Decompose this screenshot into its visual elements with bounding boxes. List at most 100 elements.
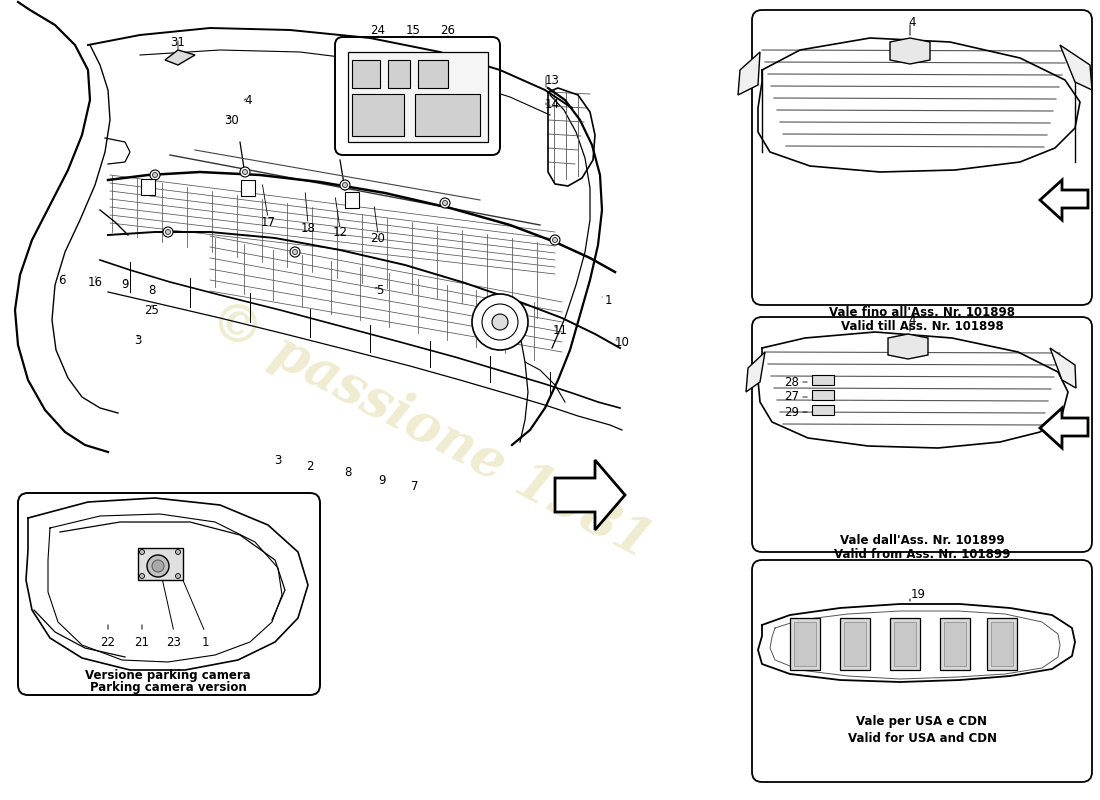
Circle shape	[176, 574, 180, 578]
Bar	[138, 548, 183, 580]
Bar	[812, 390, 834, 400]
Text: 27: 27	[784, 390, 800, 403]
Bar	[840, 618, 870, 670]
FancyBboxPatch shape	[752, 317, 1092, 552]
Circle shape	[150, 170, 160, 180]
Bar	[812, 375, 834, 385]
Circle shape	[440, 198, 450, 208]
Text: Valid from Ass. Nr. 101899: Valid from Ass. Nr. 101899	[834, 547, 1010, 561]
Text: 5: 5	[376, 283, 384, 297]
Text: 26: 26	[440, 23, 455, 37]
Text: 21: 21	[134, 635, 150, 649]
Bar	[991, 622, 1013, 666]
FancyBboxPatch shape	[336, 37, 500, 155]
FancyBboxPatch shape	[18, 493, 320, 695]
Circle shape	[140, 574, 144, 578]
Text: 14: 14	[544, 98, 560, 111]
Bar	[345, 192, 359, 208]
Text: 25: 25	[144, 303, 159, 317]
Text: © passione 1981: © passione 1981	[200, 291, 660, 569]
Circle shape	[472, 294, 528, 350]
FancyBboxPatch shape	[752, 10, 1092, 305]
Bar	[987, 618, 1018, 670]
Polygon shape	[746, 352, 764, 392]
Text: 8: 8	[148, 283, 156, 297]
Text: 9: 9	[121, 278, 129, 290]
Circle shape	[340, 180, 350, 190]
Bar	[415, 94, 480, 136]
Text: 3: 3	[134, 334, 142, 346]
Text: 13: 13	[544, 74, 560, 86]
Circle shape	[176, 550, 180, 554]
Text: 10: 10	[615, 335, 629, 349]
Text: 15: 15	[406, 23, 420, 37]
Text: 30: 30	[224, 114, 240, 126]
Circle shape	[442, 201, 448, 206]
Polygon shape	[1050, 348, 1076, 388]
Circle shape	[492, 314, 508, 330]
Text: 22: 22	[100, 635, 116, 649]
Text: 18: 18	[300, 222, 316, 234]
Circle shape	[147, 555, 169, 577]
Bar	[844, 622, 866, 666]
Circle shape	[342, 182, 348, 187]
Polygon shape	[890, 38, 930, 64]
Circle shape	[140, 550, 144, 554]
Bar	[141, 179, 155, 195]
Text: 23: 23	[166, 635, 182, 649]
Text: 3: 3	[274, 454, 282, 466]
Bar	[812, 405, 834, 415]
Polygon shape	[1040, 180, 1088, 220]
Bar	[241, 180, 255, 196]
Text: 11: 11	[552, 323, 568, 337]
Bar	[388, 60, 410, 88]
Circle shape	[240, 167, 250, 177]
Text: 31: 31	[170, 35, 186, 49]
Bar	[418, 60, 448, 88]
Text: 1: 1	[201, 635, 209, 649]
Text: Parking camera version: Parking camera version	[89, 682, 246, 694]
Circle shape	[550, 235, 560, 245]
Circle shape	[153, 173, 157, 178]
Text: 17: 17	[261, 215, 275, 229]
Text: Vale dall'Ass. Nr. 101899: Vale dall'Ass. Nr. 101899	[839, 534, 1004, 546]
Bar	[352, 60, 379, 88]
Text: Versione parking camera: Versione parking camera	[85, 669, 251, 682]
Text: 24: 24	[371, 23, 385, 37]
Text: 20: 20	[371, 233, 385, 246]
Bar	[348, 52, 488, 142]
Text: 4: 4	[909, 314, 915, 326]
Circle shape	[165, 230, 170, 234]
Polygon shape	[1040, 408, 1088, 448]
Text: 9: 9	[378, 474, 386, 486]
Bar	[894, 622, 916, 666]
Circle shape	[482, 304, 518, 340]
Text: Valid for USA and CDN: Valid for USA and CDN	[847, 731, 997, 745]
Text: 7: 7	[411, 479, 419, 493]
Circle shape	[290, 247, 300, 257]
Polygon shape	[1060, 45, 1092, 90]
Text: 28: 28	[784, 375, 800, 389]
FancyBboxPatch shape	[752, 560, 1092, 782]
Text: 4: 4	[244, 94, 252, 106]
Circle shape	[552, 238, 558, 242]
Text: Vale fino all'Ass. Nr. 101898: Vale fino all'Ass. Nr. 101898	[829, 306, 1015, 319]
Circle shape	[242, 170, 248, 174]
Circle shape	[293, 250, 297, 254]
Text: 12: 12	[332, 226, 348, 239]
Polygon shape	[556, 460, 625, 530]
Circle shape	[163, 227, 173, 237]
Bar	[944, 622, 966, 666]
Text: Vale per USA e CDN: Vale per USA e CDN	[857, 715, 988, 729]
Bar	[352, 94, 404, 136]
Bar	[940, 618, 970, 670]
Polygon shape	[738, 52, 760, 95]
Text: 2: 2	[306, 461, 313, 474]
Circle shape	[152, 560, 164, 572]
Text: 8: 8	[344, 466, 352, 479]
Text: 1: 1	[604, 294, 612, 306]
Text: 16: 16	[88, 275, 102, 289]
Bar	[890, 618, 920, 670]
Text: 29: 29	[784, 406, 800, 418]
Bar	[794, 622, 816, 666]
